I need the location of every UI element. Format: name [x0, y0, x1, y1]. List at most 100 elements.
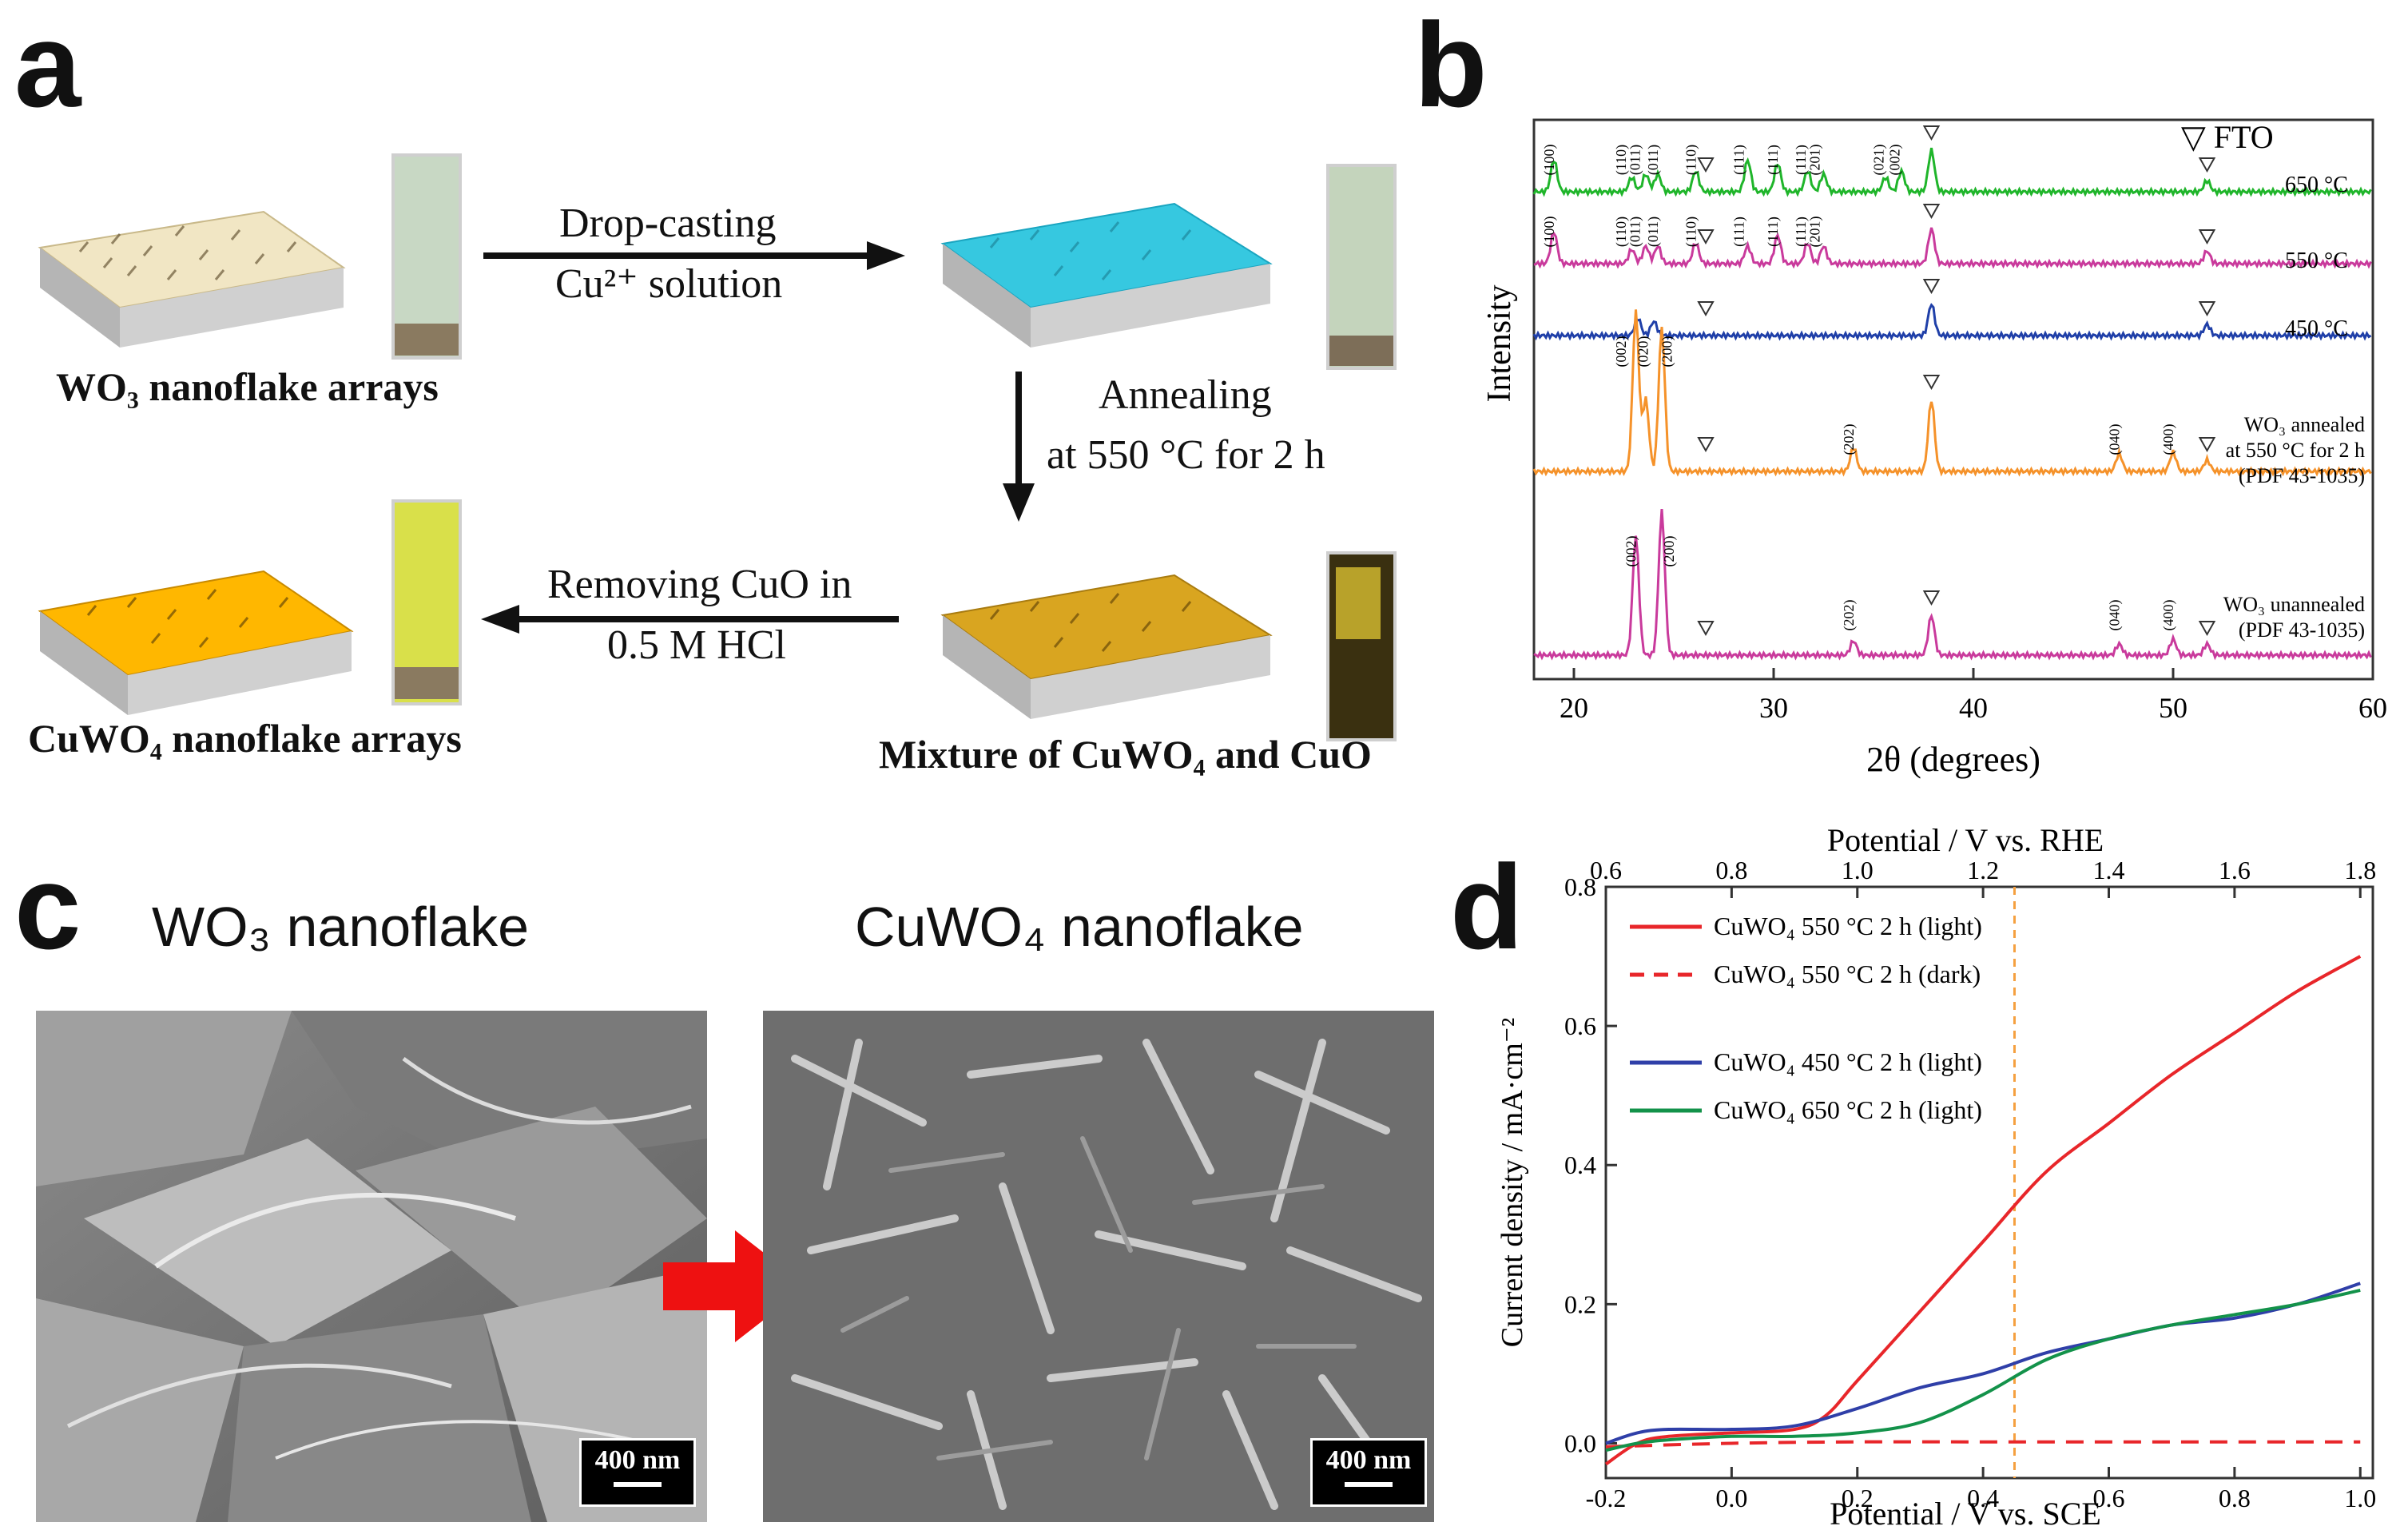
xrd-xtick-label: 20 — [1560, 692, 1588, 724]
wo3-label: WO₃ nanoflake arrays — [56, 364, 439, 409]
cuwo4-nanoflake-block — [38, 570, 354, 715]
xrd-label-450: 450 °C — [2285, 316, 2348, 341]
jv-xtick-label: 0.6 — [2093, 1484, 2125, 1512]
jv-legend-label: CuWO₄ 650 °C 2 h (light) — [1714, 1095, 1982, 1124]
xrd-peak-label: (021) — [1871, 145, 1888, 176]
xrd-series-line — [1532, 309, 2372, 477]
xrd-xtick-label: 30 — [1759, 692, 1788, 724]
scalebar-left-bar — [614, 1482, 662, 1487]
xrd-xtick-label: 40 — [1959, 692, 1988, 724]
jv-x2tick-label: 1.4 — [2093, 856, 2125, 884]
xrd-peak-label: (011) — [1645, 145, 1662, 175]
annealing-text-1: Annealing — [1099, 372, 1272, 418]
jv-x2tick-label: 0.6 — [1590, 856, 1622, 884]
jv-xtick-label: 0.2 — [1842, 1484, 1874, 1512]
xrd-peak-label: (110) — [1683, 145, 1700, 175]
mixture-label: Mixture of CuWO₄ and CuO — [879, 732, 1372, 777]
fto-marker-icon — [2198, 229, 2216, 245]
xrd-xlabel: 2θ (degrees) — [1866, 740, 2040, 779]
fto-marker-icon — [1697, 301, 1715, 317]
panel-a-letter: a — [14, 0, 81, 132]
jv-ytick-label: 0.0 — [1564, 1429, 1596, 1457]
cuwo4-label: CuWO₄ nanoflake arrays — [28, 716, 462, 761]
fto-marker-icon — [1922, 125, 1941, 141]
jv-xtick-label: 0.0 — [1715, 1484, 1747, 1512]
xrd-series-line — [1533, 227, 2372, 269]
xrd-fto-legend: ▽ FTO — [2181, 119, 2274, 155]
xrd-series-line — [1533, 509, 2372, 661]
xrd-series-line — [1532, 303, 2372, 341]
scalebar-left: 400 nm — [579, 1438, 696, 1507]
removing-cuo-arrow — [481, 605, 899, 634]
jv-xtick-label: 0.8 — [2219, 1484, 2251, 1512]
jv-series-line — [1605, 1440, 2361, 1449]
jv-xtick-label: 0.4 — [1967, 1484, 1999, 1512]
panel-b-letter: b — [1414, 0, 1488, 132]
jv-series-line — [1605, 1288, 2361, 1453]
drop-casting-arrow — [483, 241, 905, 270]
xrd-peak-label: (040) — [2107, 424, 2124, 455]
jv-xlabel: Potential / V vs. SCE — [1830, 1496, 2101, 1532]
vial-wo3-base — [395, 324, 459, 356]
xrd-peak-label: (110) — [1613, 145, 1630, 175]
xrd-peak-label: (100) — [1541, 145, 1558, 176]
xrd-peak-label: (111) — [1793, 217, 1810, 247]
scalebar-right-label: 400 nm — [1325, 1445, 1412, 1475]
xrd-peak-label: (111) — [1731, 145, 1748, 175]
xrd-peak-label: (200) — [1661, 536, 1678, 567]
xrd-label-annealed-2: at 550 °C for 2 h — [2226, 439, 2365, 462]
drop-casting-text-2: Cu²⁺ solution — [555, 261, 783, 307]
xrd-xtick-label: 50 — [2159, 692, 2187, 724]
jv-ytick-label: 0.8 — [1564, 872, 1596, 901]
fto-marker-icon — [2198, 437, 2216, 453]
xrd-label-annealed-3: (PDF 43-1035) — [2239, 464, 2365, 487]
xrd-peak-label: (040) — [2107, 600, 2124, 631]
fto-marker-icon — [1922, 204, 1941, 220]
fto-marker-icon — [1697, 621, 1715, 637]
xrd-peak-label: (002) — [1613, 336, 1630, 368]
annealing-arrow — [1003, 372, 1035, 522]
xrd-label-650: 650 °C — [2285, 173, 2348, 197]
cu-solution-block — [940, 202, 1273, 348]
scalebar-right: 400 nm — [1310, 1438, 1427, 1507]
jv-ytick-label: 0.6 — [1564, 1011, 1596, 1040]
removing-text-1: Removing CuO in — [547, 562, 852, 607]
fto-marker-icon — [2198, 301, 2216, 317]
xrd-peak-label: (110) — [1683, 217, 1700, 247]
wo3-nanoflake-block — [38, 210, 346, 348]
xrd-peak-label: (400) — [2160, 600, 2177, 631]
xrd-peak-label: (201) — [1807, 145, 1824, 176]
xrd-peak-label: (002) — [1887, 145, 1904, 176]
xrd-peak-label: (201) — [1807, 217, 1824, 248]
sem-right-title: CuWO₄ nanoflake — [855, 896, 1304, 958]
xrd-xtick-label: 60 — [2358, 692, 2387, 724]
xrd-label-unannealed-2: (PDF 43-1035) — [2239, 618, 2365, 642]
xrd-peak-label: (100) — [1541, 217, 1558, 248]
xrd-label-annealed-1: WO₃ annealed — [2244, 413, 2365, 436]
drop-casting-text-1: Drop-casting — [559, 201, 777, 246]
fto-marker-icon — [1922, 590, 1941, 606]
xrd-peak-label: (111) — [1765, 145, 1782, 175]
panel-d-letter: d — [1450, 840, 1524, 974]
xrd-peak-label: (011) — [1627, 217, 1644, 247]
fto-marker-icon — [1697, 157, 1715, 173]
jv-chart: -0.2 0.0 0.2 0.4 0.6 0.8 1.00.6 0.8 1.0 1.2 1.4 1.6… — [1496, 823, 2376, 1532]
xrd-peak-label: (110) — [1613, 217, 1630, 247]
mixture-block — [940, 574, 1273, 719]
jv-x2tick-label: 1.2 — [1967, 856, 1999, 884]
xrd-peak-label: (011) — [1645, 217, 1662, 247]
xrd-chart: 20 30 40 50 60 (100) (110)(011) (011) (110) (111… — [1481, 118, 2387, 779]
jv-legend-label: CuWO₄ 550 °C 2 h (light) — [1714, 912, 1982, 940]
xrd-plot-frame — [1532, 118, 2374, 681]
jv-x2tick-label: 1.6 — [2219, 856, 2251, 884]
jv-ylabel: Current density / mA·cm⁻² — [1496, 1018, 1529, 1347]
xrd-peak-label: (200) — [1659, 336, 1676, 368]
sem-image-cuwo4 — [763, 1011, 1434, 1522]
jv-legend-label: CuWO₄ 550 °C 2 h (dark) — [1714, 960, 1981, 988]
removing-text-2: 0.5 M HCl — [607, 622, 786, 668]
xrd-peak-label: (002) — [1623, 536, 1640, 567]
xrd-peak-label: (202) — [1841, 600, 1858, 631]
panel-c-letter: c — [14, 840, 81, 974]
jv-legend-label: CuWO₄ 450 °C 2 h (light) — [1714, 1047, 1982, 1076]
annealing-text-2: at 550 °C for 2 h — [1047, 432, 1325, 478]
